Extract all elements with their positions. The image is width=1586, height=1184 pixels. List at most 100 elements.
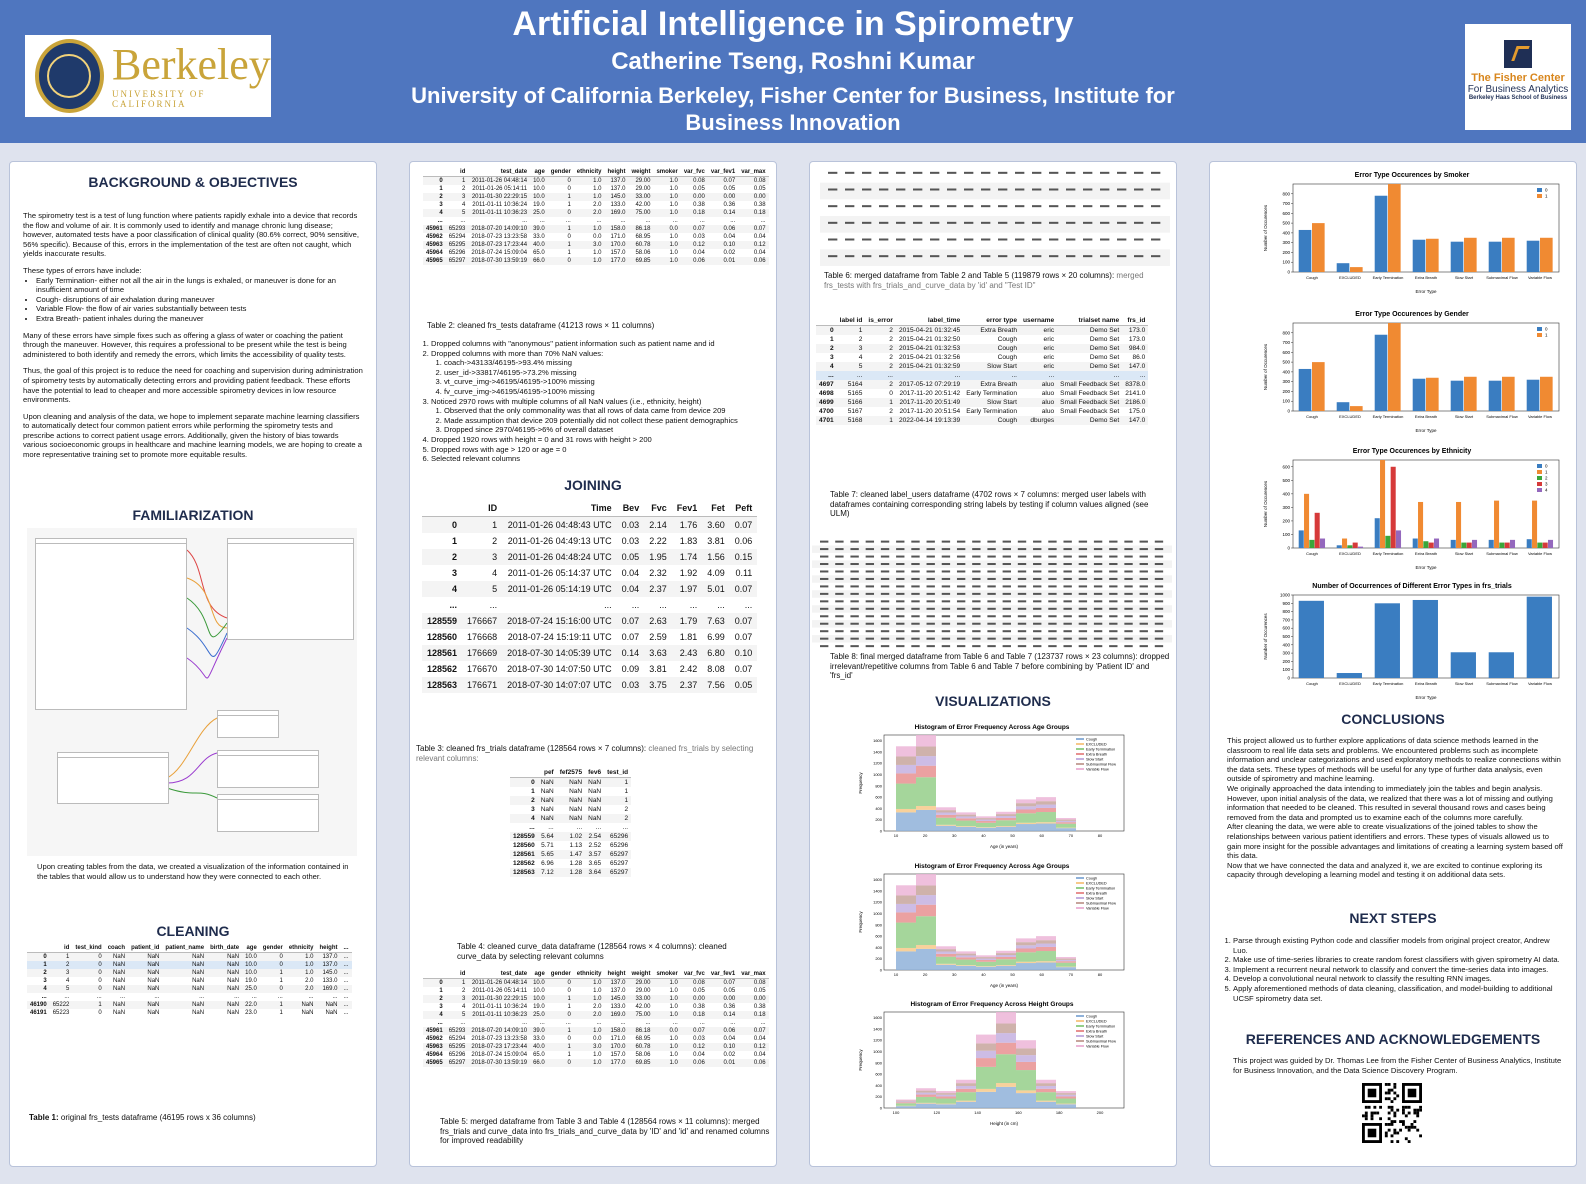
bar <box>1374 603 1400 678</box>
table-cell: ... <box>1057 371 1123 380</box>
table-cell: 2015-04-21 01:32:50 <box>898 336 961 343</box>
table-cell-glyph <box>1017 645 1027 648</box>
table-cell: NaN <box>316 1001 341 1009</box>
hist-bar <box>1016 938 1036 943</box>
qr-code-icon[interactable] <box>1362 1083 1422 1143</box>
table7-caption: Table 7: cleaned label_users dataframe (… <box>830 490 1149 518</box>
table1: id test_kind coach patient_id patient_name bi… <box>27 944 352 1017</box>
table-cell: ... <box>672 1020 678 1026</box>
hist-bar <box>896 1099 916 1101</box>
table-cell: 4 <box>816 362 837 371</box>
table-cell: Slow Start <box>963 362 1021 371</box>
bar <box>1412 599 1438 678</box>
table-cell-glyph <box>880 615 890 618</box>
table-cell-glyph <box>850 540 859 543</box>
table-cell: ... <box>340 952 352 961</box>
table-cell-glyph <box>1017 548 1027 551</box>
table-cell-glyph <box>879 238 889 241</box>
table-cell: 1 <box>865 416 896 425</box>
table-cell-glyph <box>896 637 905 640</box>
table-cell-glyph <box>987 600 996 603</box>
table-cell-glyph <box>1154 540 1164 543</box>
x-axis-label: Error Type <box>1416 428 1437 433</box>
table-cell: 4700 <box>819 408 834 415</box>
table-cell: 2011-01-26 04:48:24 UTC <box>502 549 617 565</box>
table-cell: 2018-07-24 15:09:04 <box>471 1052 528 1058</box>
joining-heading: JOINING <box>564 477 622 493</box>
table-cell-glyph <box>1033 577 1042 580</box>
table-cell: ... <box>340 985 352 993</box>
qr-module <box>1393 1128 1397 1132</box>
table-cell: 3.81 <box>707 536 725 546</box>
bar <box>1298 368 1312 411</box>
table-cell-glyph <box>1124 615 1133 618</box>
x-tick-label: 70 <box>1069 833 1074 838</box>
table-cell: ... <box>154 994 160 1000</box>
table-cell: 0.06 <box>738 1059 769 1067</box>
x-tick-label: 10 <box>894 972 899 977</box>
table-cell: 1 <box>624 788 629 795</box>
table-cell: NaN <box>192 1010 205 1016</box>
x-axis-label: Error Type <box>1416 565 1437 570</box>
chart-error-counts: Number of Occurrences of Different Error… <box>1257 577 1567 702</box>
panel-center-left: id test_date age gender ethnicity height weigh… <box>409 161 777 1167</box>
table-cell: 45961 <box>423 1027 446 1035</box>
table-cell: 3.63 <box>644 645 672 661</box>
table-cell: 2011-01-26 04:48:43 UTC <box>502 516 617 533</box>
y-tick-label: 600 <box>1282 211 1290 216</box>
y-tick-label: 1200 <box>873 1038 883 1043</box>
legend-label: Variable Flow <box>1086 907 1109 911</box>
table-cell-glyph <box>1049 221 1059 224</box>
table-cell: 1 <box>567 250 571 256</box>
legend-label: EXCLUDED <box>1086 1020 1107 1024</box>
table-cell-glyph <box>1139 615 1148 618</box>
column-header: age <box>530 970 548 979</box>
x-axis-label: Error Type <box>1416 289 1437 294</box>
table-cell-glyph <box>1093 592 1103 595</box>
table-cell: ... <box>645 1020 651 1026</box>
y-tick-label: 400 <box>1282 491 1290 496</box>
table-cell: 2186.0 <box>1122 398 1149 407</box>
table-cell-glyph <box>865 555 875 558</box>
hist-bar <box>956 826 976 827</box>
table-cell-glyph <box>1017 592 1027 595</box>
table-cell: 0.0 <box>593 1036 602 1042</box>
table-cell-glyph <box>1100 171 1110 174</box>
bar <box>1466 542 1472 548</box>
table-cell: 65296 <box>610 842 629 849</box>
table-cell: NaN <box>585 796 605 805</box>
table-cell: 0.08 <box>680 978 708 987</box>
hist-bar <box>1036 797 1056 802</box>
table-cell: 1.0 <box>573 193 605 201</box>
table-cell: 171.0 <box>610 234 626 240</box>
x-tick-label: EXCLUDED <box>1339 551 1361 556</box>
table5-caption: Table 5: merged dataframe from Table 3 a… <box>440 1117 770 1145</box>
table-cell: ... <box>672 218 678 224</box>
column-header: height <box>604 168 629 177</box>
table-cell: 46191 <box>30 1010 47 1016</box>
conclusions-p3: After cleaning the data, we were able to… <box>1227 822 1563 861</box>
table-cell: 5 <box>445 1011 469 1019</box>
hist-bar <box>1036 962 1056 970</box>
table-cell: 128560 <box>513 842 535 849</box>
x-tick-label: 60 <box>1039 833 1044 838</box>
table-cell-glyph <box>1032 188 1042 191</box>
table-cell-glyph <box>987 637 996 640</box>
hist-bar <box>916 746 936 757</box>
table-cell: ... <box>308 994 314 1000</box>
table-cell-glyph <box>956 577 966 580</box>
column-header: test_id <box>604 768 632 778</box>
table-cell: 1 <box>439 988 443 994</box>
column-header: id <box>49 944 73 953</box>
hist-bar <box>936 956 956 964</box>
table-cell: 0 <box>510 777 538 787</box>
hist-bar <box>916 945 936 949</box>
column-header: label id <box>836 316 866 326</box>
legend-label: Variable Flow <box>1086 1045 1109 1049</box>
table-cell-glyph <box>1032 171 1042 174</box>
table-cell: NaN <box>113 1010 126 1016</box>
table-cell: 0.00 <box>680 995 708 1003</box>
hist-bar <box>916 1103 936 1108</box>
y-tick-label: 200 <box>1282 518 1290 523</box>
hist-bar <box>1036 1079 1056 1084</box>
